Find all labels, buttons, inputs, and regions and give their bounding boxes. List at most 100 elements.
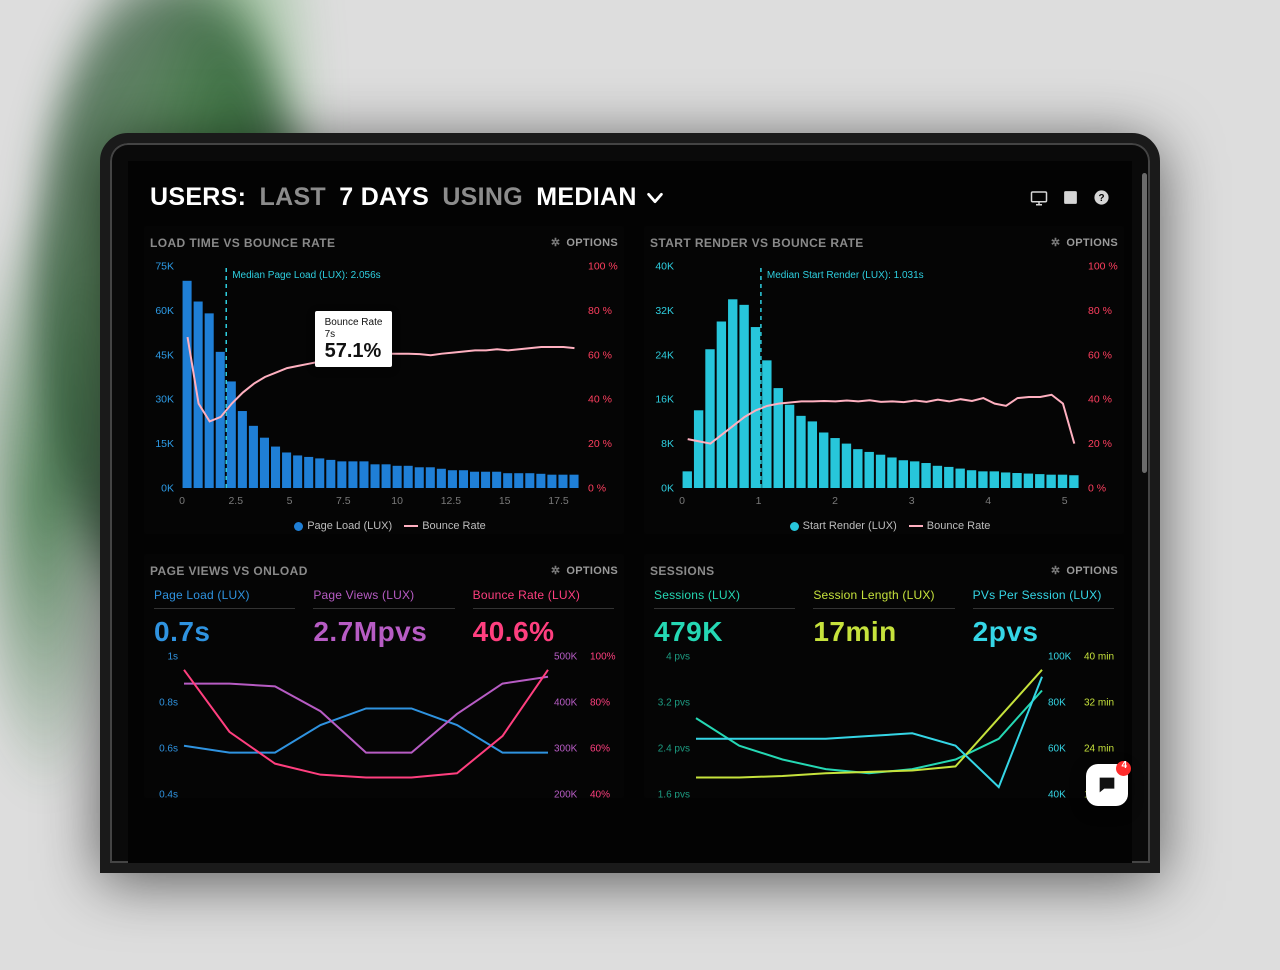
tooltip-sub: 7s: [325, 329, 383, 341]
metric[interactable]: Sessions (LUX)479K: [654, 588, 795, 648]
top-bar: USERS: LAST 7 DAYS USING MEDIAN ?: [128, 161, 1132, 220]
gear-icon: ✲: [551, 564, 561, 577]
svg-text:60 %: 60 %: [588, 349, 612, 361]
panel-options-button[interactable]: ✲ OPTIONS: [551, 564, 618, 577]
svg-text:75K: 75K: [155, 261, 174, 273]
svg-text:20 %: 20 %: [1088, 438, 1112, 450]
svg-text:12.5: 12.5: [441, 495, 462, 507]
title-using-bold: MEDIAN: [536, 183, 636, 212]
svg-text:40K: 40K: [655, 261, 674, 273]
laptop-frame: USERS: LAST 7 DAYS USING MEDIAN ?: [100, 133, 1160, 873]
svg-text:100 %: 100 %: [588, 261, 618, 273]
svg-text:1.6 pvs: 1.6 pvs: [658, 790, 690, 799]
svg-text:2.4 pvs: 2.4 pvs: [658, 744, 690, 755]
svg-text:100%: 100%: [590, 652, 616, 663]
svg-text:40 %: 40 %: [1088, 394, 1112, 406]
svg-text:Median Page Load (LUX): 2.056s: Median Page Load (LUX): 2.056s: [232, 270, 380, 281]
svg-text:1s: 1s: [167, 652, 178, 663]
gear-icon: ✲: [1051, 564, 1061, 577]
metric-label: Bounce Rate (LUX): [473, 588, 614, 609]
metric[interactable]: Page Views (LUX)2.7Mpvs: [313, 588, 454, 648]
svg-text:4: 4: [985, 495, 991, 507]
svg-text:60 %: 60 %: [1088, 349, 1112, 361]
svg-text:40K: 40K: [1048, 790, 1066, 799]
legend-dash-icon: [909, 525, 923, 527]
svg-text:0: 0: [679, 495, 685, 507]
svg-text:5: 5: [287, 495, 293, 507]
options-label: OPTIONS: [1066, 237, 1118, 249]
svg-text:60%: 60%: [590, 744, 610, 755]
svg-text:24 min: 24 min: [1084, 744, 1114, 755]
svg-text:45K: 45K: [155, 349, 174, 361]
chart-load-vs-bounce: 0K15K30K45K60K75K0 %20 %40 %60 %80 %100 …: [144, 256, 624, 516]
svg-text:15: 15: [499, 495, 511, 507]
svg-text:80%: 80%: [590, 698, 610, 709]
metric[interactable]: PVs Per Session (LUX)2pvs: [973, 588, 1114, 648]
legend-label: Bounce Rate: [422, 520, 486, 532]
svg-text:7.5: 7.5: [336, 495, 351, 507]
metric-label: Sessions (LUX): [654, 588, 795, 609]
chat-icon: [1096, 774, 1118, 796]
svg-text:0.8s: 0.8s: [159, 698, 178, 709]
help-icon[interactable]: ?: [1093, 189, 1110, 206]
svg-text:16K: 16K: [655, 394, 674, 406]
svg-text:4 pvs: 4 pvs: [666, 652, 690, 663]
svg-text:2.5: 2.5: [228, 495, 243, 507]
svg-text:40%: 40%: [590, 790, 610, 799]
options-label: OPTIONS: [566, 237, 618, 249]
title-range-bold: 7 DAYS: [339, 183, 429, 212]
svg-text:3.2 pvs: 3.2 pvs: [658, 698, 690, 709]
tooltip-title: Bounce Rate: [325, 317, 383, 329]
svg-text:300K: 300K: [554, 744, 578, 755]
svg-text:80 %: 80 %: [1088, 305, 1112, 317]
panel-sessions: SESSIONS ✲ OPTIONS Sessions (LUX)479KSes…: [644, 554, 1124, 798]
tooltip-value: 57.1%: [325, 340, 383, 363]
panel-startrender-vs-bounce: START RENDER VS BOUNCE RATE ✲ OPTIONS 0K…: [644, 226, 1124, 534]
legend-label: Start Render (LUX): [803, 520, 897, 532]
svg-text:80 %: 80 %: [588, 305, 612, 317]
options-label: OPTIONS: [1066, 565, 1118, 577]
metric-value: 17min: [813, 609, 954, 648]
share-icon[interactable]: [1062, 189, 1079, 206]
svg-text:17.5: 17.5: [548, 495, 569, 507]
legend-label: Bounce Rate: [927, 520, 991, 532]
svg-text:32K: 32K: [655, 305, 674, 317]
metrics-row: Page Load (LUX)0.7s Page Views (LUX)2.7Mp…: [144, 584, 624, 648]
svg-text:60K: 60K: [155, 305, 174, 317]
legend-label: Page Load (LUX): [307, 520, 392, 532]
svg-text:0.4s: 0.4s: [159, 790, 178, 799]
options-label: OPTIONS: [566, 565, 618, 577]
metric-label: Page Views (LUX): [313, 588, 454, 609]
svg-text:80K: 80K: [1048, 698, 1066, 709]
svg-text:40 %: 40 %: [588, 394, 612, 406]
svg-text:30K: 30K: [155, 394, 174, 406]
metric[interactable]: Session Length (LUX)17min: [813, 588, 954, 648]
title-using-dim: USING: [442, 183, 523, 212]
monitor-icon[interactable]: [1030, 189, 1048, 207]
chat-button[interactable]: 4: [1086, 764, 1128, 806]
metric-value: 2.7Mpvs: [313, 609, 454, 648]
panel-options-button[interactable]: ✲ OPTIONS: [1051, 236, 1118, 249]
chevron-down-icon: [644, 187, 666, 209]
panel-options-button[interactable]: ✲ OPTIONS: [1051, 564, 1118, 577]
metric-value: 40.6%: [473, 609, 614, 648]
chat-badge-count: 4: [1121, 760, 1127, 771]
svg-text:0 %: 0 %: [588, 483, 606, 495]
dashboard-title-dropdown[interactable]: USERS: LAST 7 DAYS USING MEDIAN: [150, 183, 666, 212]
chart-tooltip: Bounce Rate 7s 57.1%: [315, 311, 393, 367]
metric-value: 0.7s: [154, 609, 295, 648]
scrollbar-thumb[interactable]: [1142, 173, 1147, 473]
svg-text:8K: 8K: [661, 438, 674, 450]
svg-text:100 %: 100 %: [1088, 261, 1118, 273]
chart-sessions: 4 pvs3.2 pvs2.4 pvs1.6 pvs100K80K60K40K4…: [644, 648, 1124, 798]
metric-label: Page Load (LUX): [154, 588, 295, 609]
svg-text:5: 5: [1062, 495, 1068, 507]
metric[interactable]: Page Load (LUX)0.7s: [154, 588, 295, 648]
title-prefix: USERS:: [150, 183, 246, 212]
metric-label: PVs Per Session (LUX): [973, 588, 1114, 609]
metric[interactable]: Bounce Rate (LUX)40.6%: [473, 588, 614, 648]
panel-options-button[interactable]: ✲ OPTIONS: [551, 236, 618, 249]
chart-startrender-vs-bounce: 0K8K16K24K32K40K0 %20 %40 %60 %80 %100 %…: [644, 256, 1124, 516]
chart-pageviews-vs-onload: 1s0.8s0.6s0.4s500K400K300K200K100%80%60%…: [144, 648, 624, 798]
svg-text:0.6s: 0.6s: [159, 744, 178, 755]
